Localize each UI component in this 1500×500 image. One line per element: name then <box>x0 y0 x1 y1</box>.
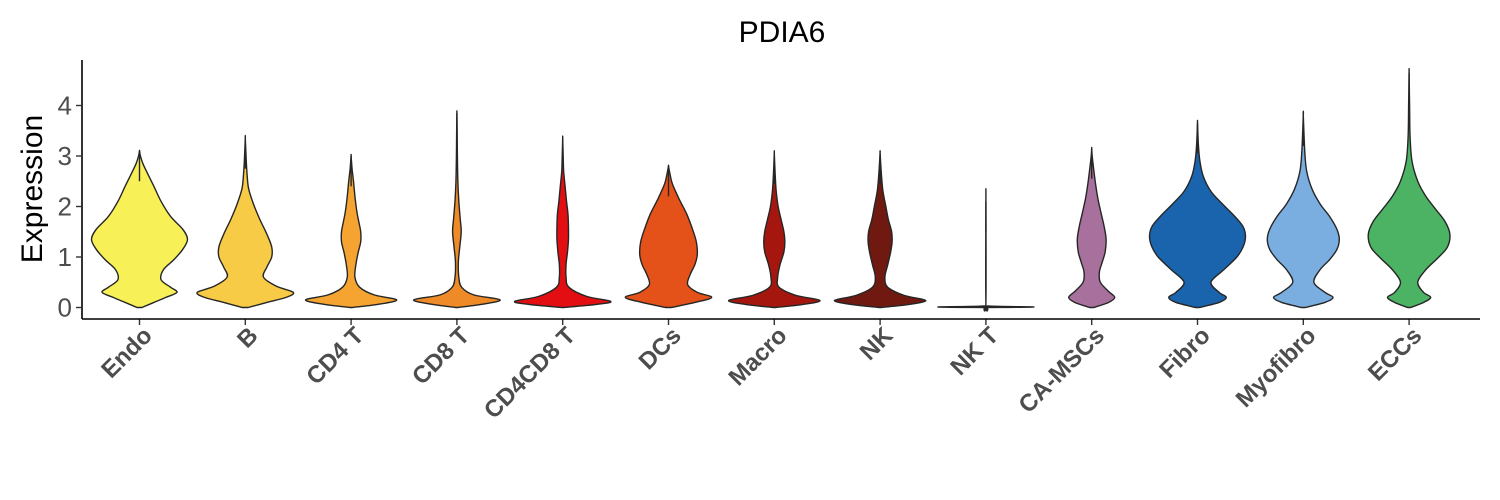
x-tick-label: CA-MSCs <box>1014 322 1110 418</box>
y-axis: 0 1 2 3 4 <box>58 60 83 323</box>
x-tick-label: CD4CD8 T <box>479 322 581 424</box>
violin-macro <box>727 149 821 309</box>
x-tick-label: CD4 T <box>301 322 369 390</box>
violin-cd4cd8-t <box>513 135 612 309</box>
x-tick-label: ECCs <box>1363 322 1427 386</box>
y-tick-label: 4 <box>58 91 72 121</box>
violin-ca-mscs <box>1067 146 1116 309</box>
y-tick-label: 0 <box>58 293 72 323</box>
violin-nk <box>833 149 927 309</box>
violin-nk-t <box>937 188 1035 312</box>
x-axis: Endo B CD4 T CD8 T CD4CD8 T DCs Macro NK NK T CA-… <box>82 318 1480 424</box>
x-tick-label: Endo <box>96 322 158 384</box>
violin-fibro <box>1148 119 1247 309</box>
x-tick-label: NK <box>855 322 899 366</box>
violin-dcs <box>624 164 713 309</box>
x-tick-label: Macro <box>723 322 792 391</box>
y-axis-label: Expression <box>16 115 49 263</box>
x-tick-label: Myofibro <box>1231 322 1322 413</box>
violin-myofibro <box>1266 110 1341 309</box>
x-tick-label: CD8 T <box>407 322 475 390</box>
y-tick-label: 1 <box>58 242 72 272</box>
violin-eccs <box>1367 67 1451 309</box>
chart-title: PDIA6 <box>739 16 826 49</box>
violin-cd8-t <box>412 110 501 309</box>
violin-cd4-t <box>304 153 398 309</box>
violin-b <box>196 134 295 309</box>
x-tick-label: B <box>232 322 263 353</box>
x-tick-label: NK T <box>945 322 1004 381</box>
violin-endo <box>90 149 189 309</box>
x-tick-label: Fibro <box>1154 322 1216 384</box>
x-tick-label: DCs <box>634 322 687 375</box>
y-tick-label: 3 <box>58 141 72 171</box>
violins-group <box>90 67 1451 312</box>
y-tick-label: 2 <box>58 192 72 222</box>
